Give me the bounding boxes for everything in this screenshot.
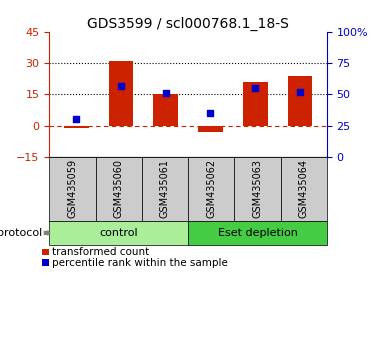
Point — [163, 90, 169, 96]
Text: GSM435059: GSM435059 — [68, 159, 78, 218]
Title: GDS3599 / scl000768.1_18-S: GDS3599 / scl000768.1_18-S — [87, 17, 289, 31]
Text: protocol: protocol — [0, 228, 42, 238]
Point — [252, 85, 258, 91]
Point — [118, 83, 124, 88]
Text: GSM435060: GSM435060 — [114, 159, 124, 218]
Text: transformed count: transformed count — [52, 247, 149, 257]
Text: control: control — [100, 228, 138, 238]
Bar — [64, 126, 89, 128]
Bar — [198, 126, 223, 132]
Bar — [109, 61, 133, 126]
Bar — [243, 82, 268, 126]
Point — [207, 110, 214, 116]
Bar — [288, 76, 312, 126]
Point — [297, 89, 303, 95]
Bar — [154, 94, 178, 126]
Text: GSM435061: GSM435061 — [160, 159, 170, 218]
Text: GSM435062: GSM435062 — [206, 159, 216, 218]
Text: percentile rank within the sample: percentile rank within the sample — [52, 258, 228, 268]
Text: GSM435063: GSM435063 — [252, 159, 263, 218]
Text: GSM435064: GSM435064 — [299, 159, 309, 218]
Text: Eset depletion: Eset depletion — [217, 228, 298, 238]
Point — [73, 116, 79, 122]
